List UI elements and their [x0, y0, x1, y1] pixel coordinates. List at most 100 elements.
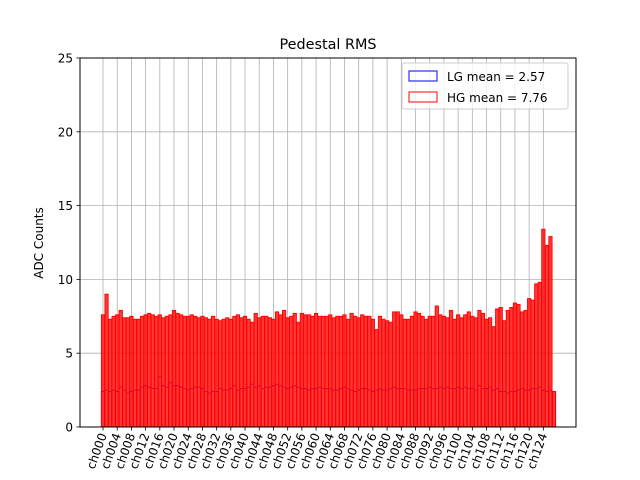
hg-bar-ch109	[487, 317, 493, 428]
hg-bar-ch029	[203, 317, 209, 428]
hg-bar-ch005	[118, 309, 123, 428]
hg-bar-ch007	[125, 317, 130, 428]
hg-bar-ch045	[260, 315, 265, 428]
hg-bar-ch095	[438, 314, 443, 428]
hg-bar-ch120	[527, 298, 532, 428]
chart-title: Pedestal RMS	[279, 37, 376, 53]
hg-bar-ch032	[214, 318, 219, 428]
hg-bar-ch087	[409, 315, 415, 428]
hg-bar-ch118	[519, 311, 525, 428]
hg-bar-ch033	[218, 320, 223, 428]
hg-bar-ch108	[484, 318, 489, 428]
y-tick-label: 15	[58, 199, 73, 213]
hg-bar-ch123	[537, 281, 542, 428]
hg-bar-ch001	[104, 293, 109, 428]
hg-bar-ch079	[381, 318, 386, 428]
y-tick-label: 5	[65, 347, 73, 361]
hg-bar-ch115	[509, 306, 514, 428]
plot-frame	[79, 57, 577, 428]
hg-bar-ch022	[179, 314, 184, 428]
legend-label-lg: LG mean = 2.57	[447, 70, 545, 84]
hg-bar-ch018	[164, 315, 170, 428]
hg-bar-ch101	[459, 317, 464, 428]
hg-bar-ch096	[441, 315, 446, 428]
hg-bar-ch124	[541, 228, 546, 428]
hg-bar-ch089	[416, 312, 422, 428]
hg-bar-ch035	[225, 317, 230, 428]
hg-bar-ch037	[232, 315, 237, 428]
hg-bar-ch051	[282, 309, 287, 428]
hg-bar-ch090	[420, 315, 425, 428]
hg-bar-ch088	[413, 311, 418, 428]
hg-bar-ch061	[317, 315, 322, 428]
hg-bar-ch127	[551, 391, 557, 428]
hg-bar-ch030	[207, 318, 212, 428]
hg-bar-ch092	[427, 315, 432, 428]
hg-bar-ch062	[321, 315, 326, 428]
hg-bar-ch047	[267, 317, 272, 428]
hg-bar-ch026	[193, 315, 198, 428]
hg-bar-ch016	[157, 314, 162, 428]
hg-bar-ch080	[385, 320, 390, 428]
hg-bar-ch069	[345, 318, 351, 428]
hg-bar-ch013	[147, 312, 152, 428]
hg-bar-ch077	[374, 329, 379, 428]
hg-bar-ch031	[211, 315, 216, 428]
hg-bar-ch078	[377, 315, 383, 428]
hg-bar-ch054	[292, 312, 297, 428]
hg-bar-ch067	[338, 315, 344, 428]
hg-bar-ch104	[470, 315, 475, 428]
hg-bar-ch010	[136, 318, 141, 428]
hg-bar-ch038	[235, 314, 241, 428]
hg-bar-ch027	[196, 317, 201, 428]
hg-bar-ch021	[175, 312, 180, 428]
hg-bar-ch000	[100, 314, 106, 428]
hg-bar-ch056	[299, 312, 304, 428]
y-axis-ticks: 0 5 10 15 20 25	[58, 52, 80, 435]
hg-bar-ch020	[171, 309, 177, 428]
legend-swatch-hg	[408, 91, 438, 103]
legend: LG mean = 2.57 HG mean = 7.76	[401, 62, 569, 110]
y-axis-label: ADC Counts	[32, 207, 46, 279]
hg-bar-ch002	[108, 318, 113, 428]
hg-bar-ch105	[473, 317, 478, 428]
hg-bar-ch064	[328, 314, 333, 428]
hg-bar-ch081	[388, 321, 393, 428]
hg-bar-ch111	[495, 308, 500, 428]
hg-bar-ch028	[200, 315, 205, 428]
hg-bar-ch052	[285, 317, 290, 428]
hg-bar-ch060	[313, 312, 319, 428]
hg-bar-ch006	[122, 317, 127, 428]
hg-bar-ch024	[186, 315, 191, 428]
hg-bar-ch003	[111, 315, 116, 428]
hg-bar-ch040	[242, 315, 248, 428]
hg-bar-ch084	[399, 314, 404, 428]
hg-bar-ch065	[331, 317, 336, 428]
hg-bar-ch121	[530, 299, 535, 428]
hg-bar-ch119	[523, 309, 528, 428]
hg-bar-ch122	[534, 283, 539, 428]
hg-bar-ch068	[342, 314, 347, 428]
hg-bar-ch058	[306, 314, 312, 428]
hg-bar-ch110	[491, 326, 496, 428]
hg-bar-ch091	[424, 318, 429, 428]
hg-bar-ch048	[271, 318, 276, 428]
hg-bar-ch004	[115, 314, 120, 428]
hg-bar-ch059	[310, 315, 315, 428]
hg-bar-ch008	[129, 315, 134, 428]
hg-bar-ch094	[434, 305, 439, 428]
hg-bar-ch046	[264, 315, 269, 428]
hg-bar-ch125	[544, 245, 549, 428]
hg-bar-ch117	[516, 304, 521, 428]
y-tick-label: 25	[58, 52, 73, 66]
y-tick-label: 10	[58, 273, 73, 287]
hg-bar-ch043	[253, 312, 258, 428]
hg-bar-ch097	[445, 317, 450, 428]
hg-bar-ch011	[139, 315, 145, 428]
hg-bar-ch072	[356, 317, 361, 428]
hg-bar-ch082	[392, 311, 397, 428]
legend-swatch-lg	[408, 70, 438, 82]
hg-bar-ch093	[431, 315, 436, 428]
hg-bar-ch041	[246, 318, 251, 428]
